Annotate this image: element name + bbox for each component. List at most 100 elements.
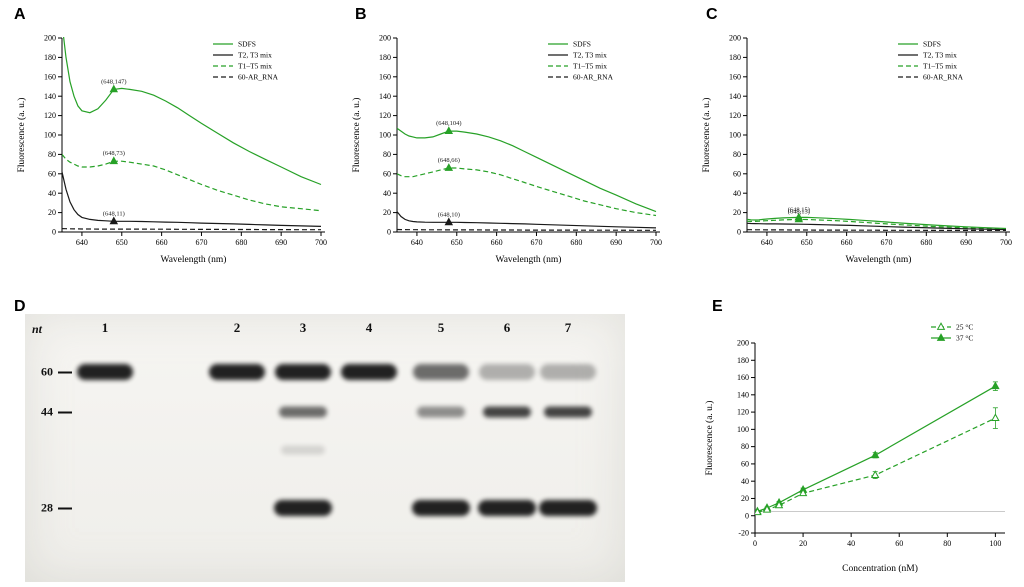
gel-band-lane3-44nt [279, 406, 327, 418]
svg-text:670: 670 [880, 238, 892, 247]
svg-text:680: 680 [570, 238, 582, 247]
svg-text:T1–T5 mix: T1–T5 mix [923, 62, 957, 71]
svg-text:25 °C: 25 °C [956, 323, 973, 332]
svg-text:20: 20 [741, 494, 749, 503]
svg-text:140: 140 [729, 92, 741, 101]
svg-text:60-AR_RNA: 60-AR_RNA [923, 73, 964, 82]
svg-text:180: 180 [737, 356, 749, 365]
svg-text:660: 660 [156, 238, 168, 247]
svg-text:40: 40 [733, 189, 741, 198]
svg-text:60-AR_RNA: 60-AR_RNA [573, 73, 614, 82]
svg-text:0: 0 [745, 511, 749, 520]
svg-text:80: 80 [383, 150, 391, 159]
panel-label-b: B [355, 6, 367, 23]
svg-text:670: 670 [195, 238, 207, 247]
svg-text:640: 640 [76, 238, 88, 247]
panel-label-a: A [14, 6, 26, 23]
svg-text:100: 100 [989, 539, 1001, 548]
svg-text:Wavelength (nm): Wavelength (nm) [846, 254, 912, 265]
fluorescence-spectrum-chart-a: 0 20 40 60 80 100 120 140 160 180 200 640 650 660 670 6… [16, 34, 327, 265]
svg-text:Fluorescence (a. u.): Fluorescence (a. u.) [704, 401, 715, 476]
svg-text:(648,10): (648,10) [438, 211, 460, 218]
gel-band-lane5-60nt [413, 364, 469, 380]
svg-text:T2, T3 mix: T2, T3 mix [573, 51, 607, 60]
svg-text:37 °C: 37 °C [956, 334, 973, 343]
gel-band-lane4-60nt [341, 364, 397, 380]
gel-nt-label: nt [32, 322, 43, 336]
svg-text:140: 140 [44, 92, 56, 101]
svg-text:0: 0 [387, 228, 391, 237]
svg-text:(648,104): (648,104) [436, 120, 461, 127]
svg-text:650: 650 [116, 238, 128, 247]
panel-label-e: E [712, 298, 723, 315]
svg-text:100: 100 [729, 131, 741, 140]
svg-text:640: 640 [411, 238, 423, 247]
svg-text:140: 140 [737, 390, 749, 399]
gel-band-lane7-60nt [540, 364, 596, 380]
svg-text:0: 0 [737, 228, 741, 237]
svg-text:160: 160 [379, 72, 391, 81]
svg-text:700: 700 [650, 238, 662, 247]
svg-text:60: 60 [733, 169, 741, 178]
svg-text:690: 690 [960, 238, 972, 247]
gel-size-marker-60: 60 [33, 365, 72, 380]
svg-text:(648,15): (648,15) [788, 206, 810, 213]
svg-text:680: 680 [920, 238, 932, 247]
gel-band-lane5-28nt [412, 500, 470, 516]
gel-lane-number-1: 1 [101, 320, 109, 335]
svg-text:Fluorescence (a. u.): Fluorescence (a. u.) [351, 98, 362, 173]
svg-text:180: 180 [379, 53, 391, 62]
svg-text:20: 20 [48, 208, 56, 217]
gel-band-lane3-60nt [275, 364, 331, 380]
gel-size-marker-dash [58, 371, 72, 374]
svg-text:Concentration (nM): Concentration (nM) [842, 563, 918, 574]
gel-band-lane3-36nt [281, 445, 325, 455]
gel-band-lane7-28nt [539, 500, 597, 516]
svg-text:700: 700 [315, 238, 327, 247]
svg-text:0: 0 [52, 228, 56, 237]
svg-text:60: 60 [895, 539, 903, 548]
svg-text:200: 200 [379, 34, 391, 43]
gel-size-marker-28: 28 [33, 501, 72, 516]
svg-text:660: 660 [841, 238, 853, 247]
svg-text:80: 80 [48, 150, 56, 159]
svg-text:SDFS: SDFS [573, 40, 591, 49]
gel-band-lane3-28nt [274, 500, 332, 516]
gel-lane-number-7: 7 [564, 320, 572, 335]
gel-electrophoresis-image: nt 1 2 3 4 5 6 7 60 44 28 [25, 314, 625, 582]
gel-band-lane5-44nt [417, 406, 465, 418]
fluorescence-spectrum-chart-b: 0 20 40 60 80 100 120 140 160 180 200 640 650 660 670 6… [351, 34, 662, 265]
svg-text:140: 140 [379, 92, 391, 101]
gel-size-marker-dash [58, 507, 72, 510]
svg-text:(648,13): (648,13) [788, 208, 810, 215]
svg-text:200: 200 [729, 34, 741, 43]
gel-lane-number-4: 4 [365, 320, 373, 335]
svg-text:160: 160 [44, 72, 56, 81]
svg-text:40: 40 [847, 539, 855, 548]
svg-text:40: 40 [48, 189, 56, 198]
svg-text:200: 200 [737, 339, 749, 348]
svg-text:T1–T5 mix: T1–T5 mix [238, 62, 272, 71]
gel-band-lane6-28nt [478, 500, 536, 516]
svg-text:20: 20 [799, 539, 807, 548]
svg-text:650: 650 [801, 238, 813, 247]
svg-text:120: 120 [44, 111, 56, 120]
svg-text:180: 180 [729, 53, 741, 62]
svg-text:120: 120 [737, 408, 749, 417]
svg-text:60: 60 [48, 169, 56, 178]
gel-size-marker-44: 44 [33, 405, 72, 420]
svg-text:Fluorescence (a. u.): Fluorescence (a. u.) [16, 98, 27, 173]
fluorescence-spectrum-chart-c: 0 20 40 60 80 100 120 140 160 180 200 640 650 660 670 6… [701, 34, 1012, 265]
svg-text:20: 20 [383, 208, 391, 217]
svg-text:660: 660 [491, 238, 503, 247]
concentration-response-chart-e: -20 0 20 40 60 80 100 120 140 160 180 200 0 20 40 60 80 1… [704, 322, 1005, 574]
svg-text:T2, T3 mix: T2, T3 mix [923, 51, 957, 60]
gel-band-lane1-60nt [77, 364, 133, 380]
svg-text:0: 0 [753, 539, 757, 548]
svg-text:(648,73): (648,73) [103, 150, 125, 157]
svg-text:690: 690 [275, 238, 287, 247]
gel-size-marker-dash [58, 411, 72, 414]
svg-text:160: 160 [729, 72, 741, 81]
svg-text:120: 120 [729, 111, 741, 120]
svg-text:T2, T3 mix: T2, T3 mix [238, 51, 272, 60]
